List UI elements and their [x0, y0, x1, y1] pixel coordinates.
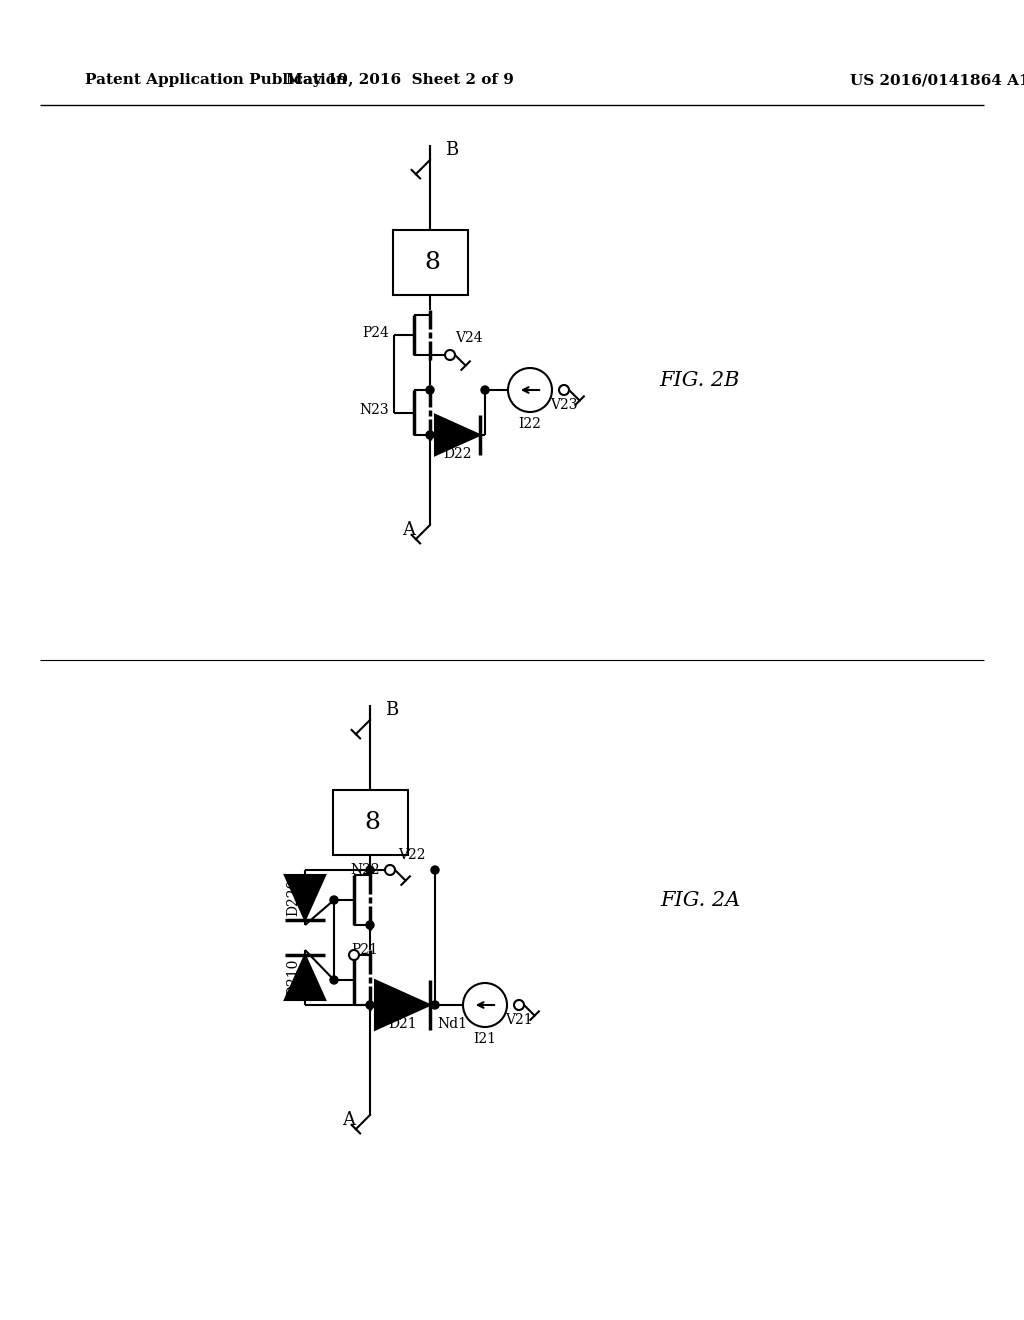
- Text: I22: I22: [518, 417, 542, 432]
- Text: A: A: [402, 521, 415, 539]
- Polygon shape: [375, 981, 430, 1030]
- Text: Nd1: Nd1: [437, 1016, 467, 1031]
- Polygon shape: [435, 414, 480, 455]
- Circle shape: [559, 385, 569, 395]
- Circle shape: [385, 865, 395, 875]
- Text: D210: D210: [286, 958, 300, 997]
- Text: FIG. 2B: FIG. 2B: [659, 371, 740, 389]
- Circle shape: [426, 432, 434, 440]
- Circle shape: [366, 866, 374, 874]
- Text: P21: P21: [351, 942, 379, 957]
- Polygon shape: [285, 875, 326, 920]
- Text: P24: P24: [362, 326, 389, 341]
- Text: May 19, 2016  Sheet 2 of 9: May 19, 2016 Sheet 2 of 9: [286, 73, 514, 87]
- Text: V24: V24: [455, 331, 482, 345]
- Circle shape: [330, 896, 338, 904]
- Text: B: B: [445, 141, 459, 158]
- Text: I21: I21: [473, 1032, 497, 1045]
- Circle shape: [349, 950, 359, 960]
- Circle shape: [431, 866, 439, 874]
- Text: FIG. 2A: FIG. 2A: [659, 891, 740, 909]
- Text: D21: D21: [388, 1016, 417, 1031]
- Text: V21: V21: [505, 1012, 532, 1027]
- Text: D22: D22: [443, 447, 472, 461]
- Circle shape: [508, 368, 552, 412]
- Circle shape: [366, 921, 374, 929]
- Text: N23: N23: [359, 404, 389, 417]
- Text: B: B: [385, 701, 398, 719]
- Text: 8: 8: [365, 810, 380, 834]
- Text: Patent Application Publication: Patent Application Publication: [85, 73, 347, 87]
- Circle shape: [445, 350, 455, 360]
- Bar: [333, 789, 408, 855]
- Text: A: A: [342, 1111, 355, 1129]
- Circle shape: [366, 1001, 374, 1008]
- Text: V22: V22: [398, 847, 426, 862]
- Circle shape: [514, 1001, 524, 1010]
- Bar: [393, 230, 468, 294]
- Polygon shape: [285, 954, 326, 1001]
- Circle shape: [481, 385, 489, 393]
- Text: US 2016/0141864 A1: US 2016/0141864 A1: [850, 73, 1024, 87]
- Text: 8: 8: [424, 251, 440, 275]
- Circle shape: [463, 983, 507, 1027]
- Text: V23: V23: [550, 399, 578, 412]
- Circle shape: [426, 385, 434, 393]
- Circle shape: [330, 975, 338, 983]
- Circle shape: [431, 1001, 439, 1008]
- Text: N22: N22: [350, 863, 380, 876]
- Text: D220: D220: [286, 879, 300, 916]
